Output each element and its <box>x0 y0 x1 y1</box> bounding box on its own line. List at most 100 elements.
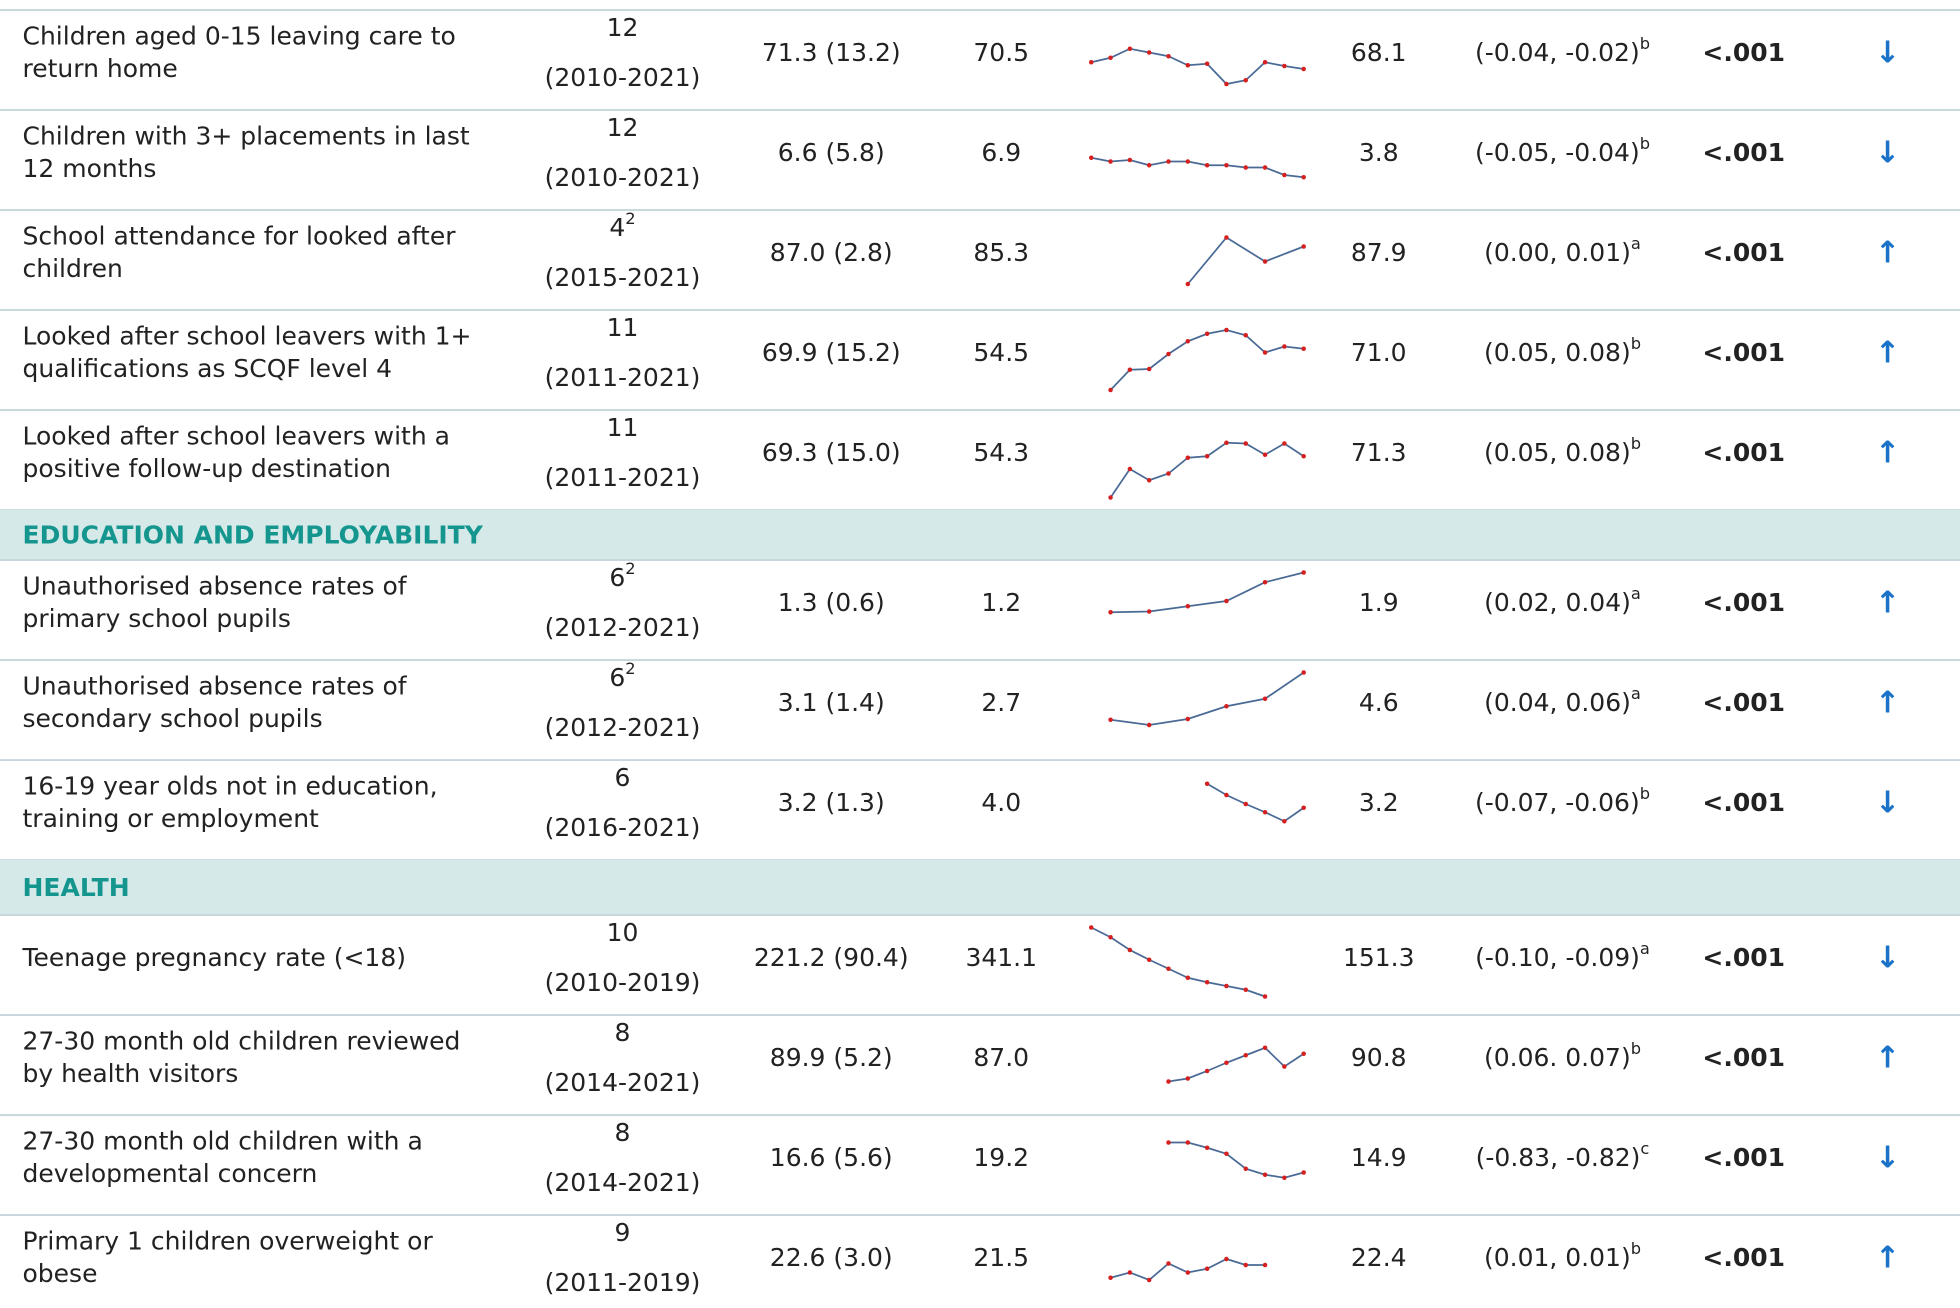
indicator: return home <box>23 54 178 83</box>
sparkline-point <box>1204 1068 1210 1074</box>
cell-value: (-0.05, -0.04) <box>1475 138 1640 167</box>
sparkline-point <box>1166 1261 1171 1266</box>
first-value: 19.2 <box>973 1143 1029 1172</box>
trend-arrow: ↓ <box>1875 785 1900 820</box>
section-title: EDUCATION AND EMPLOYABILITY <box>23 520 484 549</box>
sparkline-point <box>1204 781 1210 786</box>
cell-text: 12 <box>607 13 639 42</box>
sparkline-point <box>1224 598 1229 604</box>
sparkline <box>1110 671 1305 726</box>
cell-value: 6 <box>609 563 625 592</box>
sparkline-point <box>1204 331 1210 336</box>
latest-value: 22.4 <box>1351 1243 1407 1272</box>
sparkline-point <box>1185 281 1191 287</box>
sparkline-point <box>1146 957 1152 962</box>
p-value: <.001 <box>1702 438 1785 467</box>
cell-text: 11 <box>607 313 639 342</box>
sparkline-point <box>1224 1256 1229 1262</box>
indicator: Primary 1 children overweight or <box>23 1227 434 1256</box>
sparkline-point <box>1262 1172 1268 1177</box>
indicator: Children with 3+ placements in last <box>23 122 470 151</box>
indicator: 12 months <box>23 154 157 183</box>
sparkline-point <box>1166 54 1171 59</box>
sparkline-point <box>1224 704 1229 709</box>
sparkline-point <box>1185 339 1191 344</box>
mean-sd: 22.6 (3.0) <box>770 1243 893 1272</box>
mean-sd: 69.9 (15.2) <box>762 338 901 367</box>
latest-value: 1.9 <box>1359 588 1399 617</box>
sparkline-point <box>1146 609 1152 614</box>
year-range: (2014-2021) <box>545 1068 701 1097</box>
superscript: a <box>1631 583 1641 602</box>
p-value: <.001 <box>1702 38 1785 67</box>
first-value: 4.0 <box>981 788 1021 817</box>
p-value: <.001 <box>1702 943 1785 972</box>
superscript: a <box>1640 938 1650 957</box>
sparkline-point <box>1282 344 1287 349</box>
cell-text: (-0.83, -0.82)c <box>1476 1138 1650 1172</box>
mean-sd: 87.0 (2.8) <box>770 238 893 267</box>
sparkline <box>1168 1046 1305 1083</box>
first-value: 87.0 <box>973 1043 1029 1072</box>
sparkline-point <box>1262 580 1268 585</box>
cell-text: (0.00, 0.01)a <box>1484 233 1641 267</box>
sparkline-point <box>1108 717 1113 722</box>
sparkline-point <box>1262 1262 1268 1268</box>
cell-value: 8 <box>615 1018 631 1047</box>
sparkline-point <box>1108 387 1113 393</box>
first-value: 341.1 <box>965 943 1037 972</box>
sparkline-point <box>1204 1266 1210 1271</box>
sparkline-point <box>1301 1170 1306 1175</box>
sparkline-point <box>1166 966 1171 971</box>
sparkline-point <box>1108 935 1113 940</box>
sparkline <box>1109 329 1304 391</box>
sparkline <box>1206 782 1305 823</box>
sparkline <box>1091 156 1304 179</box>
sparkline-point <box>1243 1166 1248 1171</box>
sparkline-point <box>1262 60 1268 65</box>
sparkline-point <box>1146 478 1152 483</box>
mean-sd: 1.3 (0.6) <box>778 588 885 617</box>
sparkline-point <box>1166 1140 1171 1145</box>
cell-text: 8 <box>615 1018 631 1047</box>
p-value: <.001 <box>1702 788 1785 817</box>
sparkline-point <box>1108 495 1113 500</box>
sparkline-point <box>1185 1076 1191 1081</box>
indicator: Teenage pregnancy rate (<18) <box>22 943 406 972</box>
cell-text: 42 <box>609 208 635 241</box>
sparkline-point <box>1185 716 1191 722</box>
indicator: training or employment <box>23 804 320 833</box>
sparkline-point <box>1146 722 1152 728</box>
cell-text: (-0.05, -0.04)b <box>1475 133 1650 167</box>
indicator: 16-19 year olds not in education, <box>23 772 438 801</box>
sparkline <box>1110 1258 1266 1282</box>
indicator: positive follow-up destination <box>23 454 392 483</box>
sparkline-point <box>1185 1270 1191 1275</box>
sparkline-point <box>1089 155 1094 160</box>
cell-text: (0.02, 0.04)a <box>1484 583 1641 617</box>
superscript: 2 <box>625 558 635 577</box>
indicator: by health visitors <box>23 1059 239 1088</box>
sparkline <box>1091 47 1304 85</box>
latest-value: 71.0 <box>1351 338 1407 367</box>
cell-value: (-0.04, -0.02) <box>1475 38 1640 67</box>
superscript: c <box>1640 1138 1649 1157</box>
indicator: Looked after school leavers with a <box>23 422 450 451</box>
sparkline-point <box>1243 333 1248 338</box>
sparkline-point <box>1108 1275 1113 1280</box>
cell-value: (0.04, 0.06) <box>1484 688 1631 717</box>
latest-value: 14.9 <box>1351 1143 1407 1172</box>
sparkline-point <box>1262 350 1268 355</box>
superscript: a <box>1631 683 1641 702</box>
latest-value: 68.1 <box>1351 38 1407 67</box>
cell-value: 8 <box>615 1118 631 1147</box>
sparkline-point <box>1282 63 1287 69</box>
indicator: Unauthorised absence rates of <box>23 672 408 701</box>
sparkline-point <box>1204 980 1210 985</box>
sparkline-point <box>1204 61 1210 66</box>
sparkline-point <box>1108 159 1113 164</box>
year-range: (2010-2021) <box>545 163 701 192</box>
cell-text: 62 <box>609 658 635 692</box>
sparkline-point <box>1146 1277 1152 1283</box>
sparkline-point <box>1185 159 1191 164</box>
